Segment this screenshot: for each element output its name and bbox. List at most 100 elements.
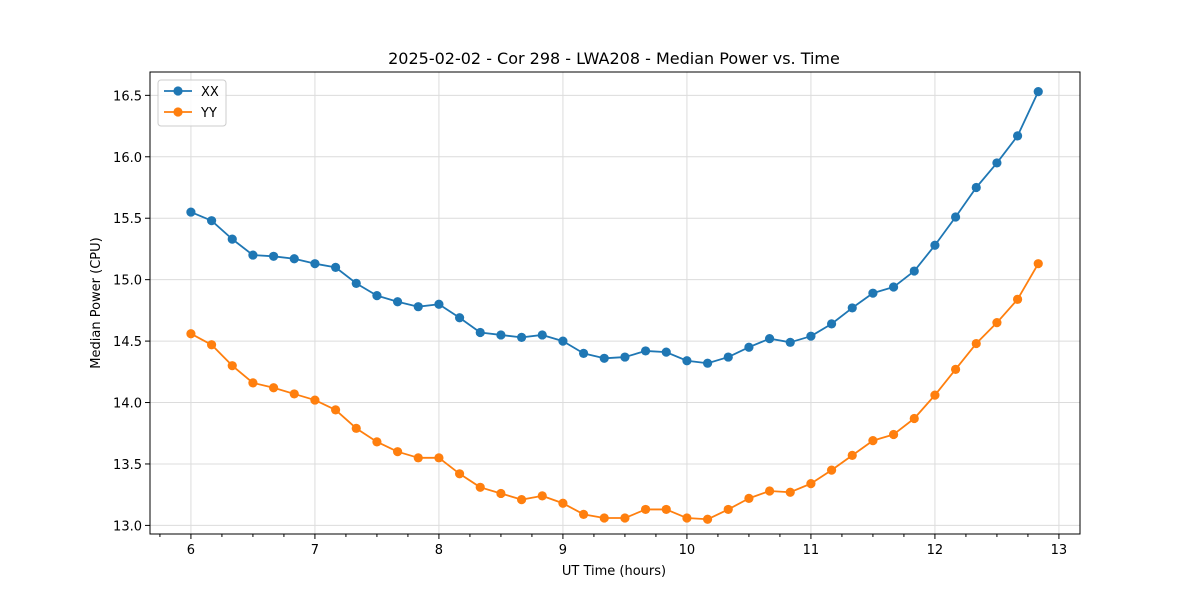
data-point-xx	[909, 266, 919, 276]
data-point-yy	[620, 513, 630, 523]
data-point-xx	[868, 288, 878, 298]
data-point-yy	[682, 513, 692, 523]
data-point-yy	[351, 423, 361, 433]
x-tick-label: 12	[927, 543, 944, 558]
data-point-xx	[847, 303, 857, 313]
plot-frame	[149, 71, 1081, 535]
data-point-yy	[785, 487, 795, 497]
data-point-yy	[971, 338, 981, 349]
data-point-xx	[578, 348, 589, 358]
data-point-yy	[434, 453, 444, 463]
data-point-yy	[640, 504, 651, 515]
data-point-yy	[289, 389, 299, 399]
x-tick-label: 9	[559, 543, 567, 558]
data-point-xx	[723, 352, 733, 362]
data-point-xx	[806, 331, 816, 341]
data-point-yy	[206, 340, 217, 350]
y-tick-label: 13.0	[113, 519, 142, 534]
data-point-yy	[413, 453, 423, 463]
data-point-yy	[496, 488, 506, 499]
data-point-xx	[950, 212, 961, 222]
data-point-xx	[289, 254, 299, 264]
y-tick-label: 16.5	[113, 89, 142, 104]
data-point-xx	[496, 330, 506, 340]
data-point-yy	[950, 364, 961, 374]
data-point-yy	[868, 436, 878, 446]
data-point-xx	[248, 250, 258, 260]
data-point-yy	[909, 413, 919, 424]
legend-label-xx: XX	[201, 85, 219, 100]
data-point-yy	[392, 447, 403, 457]
data-point-xx	[537, 330, 547, 340]
data-point-yy	[516, 494, 527, 505]
y-tick-label: 14.5	[113, 335, 142, 350]
data-point-yy	[764, 486, 775, 496]
data-point-xx	[206, 216, 217, 226]
y-tick-label: 15.5	[113, 212, 142, 227]
x-tick-label: 10	[679, 543, 696, 558]
data-point-yy	[475, 482, 485, 492]
data-point-yy	[310, 395, 320, 405]
data-point-xx	[764, 334, 775, 344]
data-point-xx	[516, 332, 527, 343]
y-tick-label: 13.5	[113, 458, 142, 473]
legend: XX YY	[157, 79, 227, 127]
data-point-xx	[992, 158, 1002, 168]
data-point-yy	[806, 479, 816, 489]
y-tick-label: 14.0	[113, 397, 142, 412]
data-point-yy	[372, 437, 382, 447]
grid	[150, 72, 1080, 534]
data-point-xx	[268, 251, 279, 261]
data-point-xx	[227, 234, 237, 244]
data-point-yy	[248, 378, 258, 388]
data-point-yy	[330, 405, 341, 415]
data-point-yy	[744, 493, 754, 503]
data-point-yy	[847, 450, 857, 460]
data-point-xx	[454, 313, 465, 323]
data-point-xx	[744, 342, 754, 352]
data-point-yy	[268, 383, 279, 393]
data-point-yy	[558, 498, 568, 508]
series-layer	[186, 87, 1043, 524]
data-point-xx	[785, 337, 795, 347]
data-point-yy	[1033, 259, 1043, 269]
data-point-xx	[888, 282, 899, 292]
data-point-yy	[702, 514, 713, 524]
y-tick-label: 15.0	[113, 274, 142, 289]
x-axis-label: UT Time (hours)	[562, 564, 666, 579]
data-point-yy	[599, 513, 609, 523]
data-point-yy	[930, 390, 940, 400]
data-point-xx	[599, 353, 609, 363]
data-point-xx	[930, 240, 940, 250]
x-tick-label: 13	[1051, 543, 1068, 558]
data-point-yy	[992, 318, 1002, 328]
y-axis-label: Median Power (CPU)	[89, 237, 104, 368]
data-point-xx	[682, 356, 692, 366]
data-point-xx	[351, 278, 361, 288]
y-tick-label: 16.0	[113, 151, 142, 166]
data-point-xx	[558, 336, 568, 346]
data-point-xx	[1012, 131, 1023, 141]
data-point-xx	[640, 346, 651, 356]
data-point-xx	[702, 358, 713, 368]
data-point-xx	[1033, 87, 1043, 97]
data-point-yy	[454, 469, 465, 479]
chart-title: 2025-02-02 - Cor 298 - LWA208 - Median P…	[388, 49, 840, 68]
data-point-yy	[1012, 294, 1023, 304]
data-point-xx	[971, 182, 981, 193]
data-point-xx	[434, 299, 444, 309]
data-point-xx	[475, 327, 485, 338]
data-point-xx	[330, 262, 341, 272]
x-tick-label: 7	[311, 543, 319, 558]
axes: 6 7 8 9 10 11 12 13 13.0 13.5 14.0 14.5 15.0 15.5 16.0…	[113, 89, 1067, 558]
data-point-xx	[620, 352, 630, 362]
data-point-xx	[310, 259, 320, 269]
data-point-xx	[186, 207, 196, 217]
data-point-yy	[826, 465, 837, 475]
data-point-yy	[888, 429, 899, 440]
data-point-xx	[661, 347, 671, 357]
data-point-yy	[723, 504, 733, 515]
data-point-yy	[537, 491, 547, 501]
data-point-xx	[413, 302, 423, 312]
